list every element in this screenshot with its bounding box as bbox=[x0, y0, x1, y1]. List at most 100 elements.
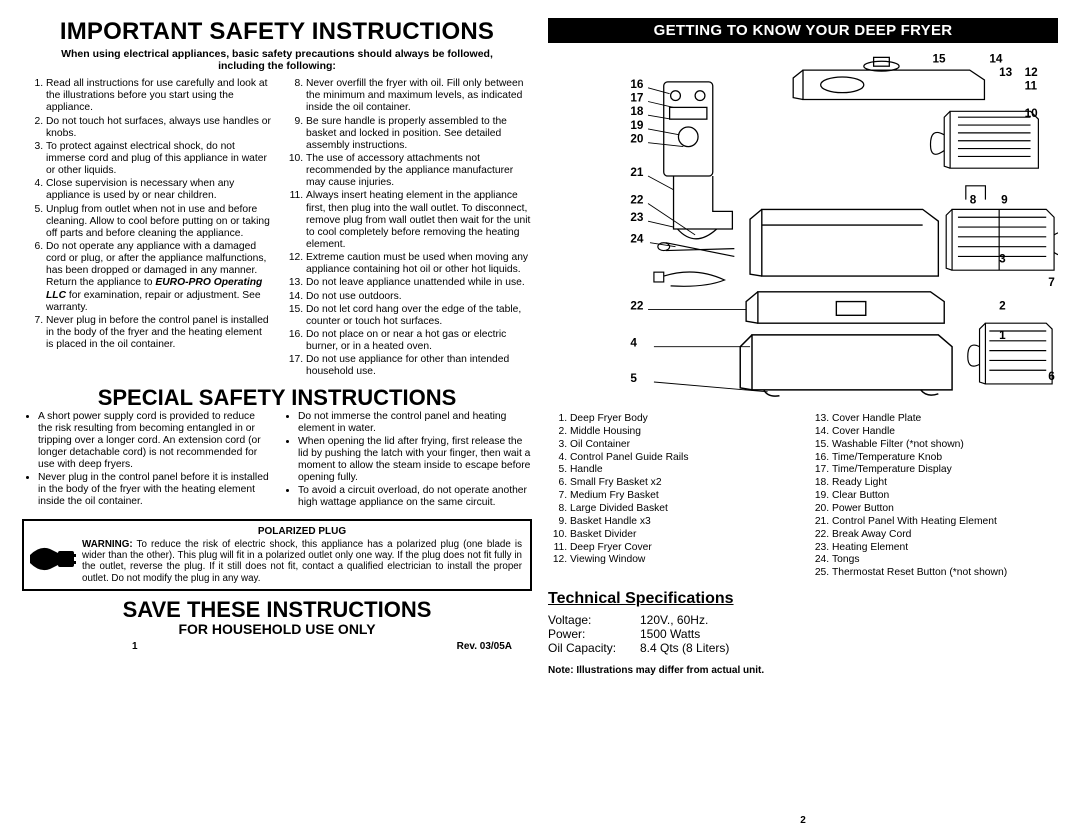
list-item: Do not operate any appliance with a dama… bbox=[46, 241, 272, 314]
page-number-1: 1 bbox=[22, 641, 277, 652]
svg-text:18: 18 bbox=[630, 105, 644, 118]
svg-text:12: 12 bbox=[1025, 66, 1039, 79]
plug-warning-text: WARNING: To reduce the risk of electric … bbox=[82, 539, 522, 584]
list-item: Ready Light bbox=[832, 477, 1058, 490]
list-item: Do not immerse the control panel and hea… bbox=[298, 411, 532, 435]
svg-text:3: 3 bbox=[999, 252, 1006, 265]
list-item: Basket Divider bbox=[570, 529, 796, 542]
svg-text:7: 7 bbox=[1048, 276, 1055, 289]
list-item: Always insert heating element in the app… bbox=[306, 190, 532, 251]
list-item: Basket Handle x3 bbox=[570, 516, 796, 529]
list-item: Middle Housing bbox=[570, 426, 796, 439]
list-item: Never plug in before the control panel i… bbox=[46, 315, 272, 351]
svg-text:19: 19 bbox=[630, 119, 644, 132]
spec-row: Power:1500 Watts bbox=[548, 627, 1058, 641]
svg-text:10: 10 bbox=[1025, 107, 1039, 120]
parts-list-container: Deep Fryer BodyMiddle HousingOil Contain… bbox=[548, 413, 1058, 580]
special-instructions: A short power supply cord is provided to… bbox=[22, 411, 532, 511]
svg-text:11: 11 bbox=[1025, 80, 1038, 93]
heading-save-instructions: SAVE THESE INSTRUCTIONS bbox=[22, 597, 532, 623]
list-item: When opening the lid after frying, first… bbox=[298, 436, 532, 485]
list-item: To protect against electrical shock, do … bbox=[46, 141, 272, 177]
svg-text:16: 16 bbox=[630, 78, 644, 91]
list-item: Do not touch hot surfaces, always use ha… bbox=[46, 116, 272, 140]
left-page: IMPORTANT SAFETY INSTRUCTIONS When using… bbox=[22, 18, 532, 828]
svg-text:9: 9 bbox=[1001, 194, 1008, 207]
svg-text:4: 4 bbox=[630, 337, 637, 350]
svg-text:23: 23 bbox=[630, 211, 644, 224]
svg-text:15: 15 bbox=[932, 52, 946, 65]
list-item: Medium Fry Basket bbox=[570, 490, 796, 503]
list-item: To avoid a circuit overload, do not oper… bbox=[298, 485, 532, 509]
svg-text:24: 24 bbox=[630, 233, 644, 246]
list-item: The use of accessory attachments not rec… bbox=[306, 153, 532, 189]
list-item: Control Panel With Heating Element bbox=[832, 516, 1058, 529]
list-item: Do not use outdoors. bbox=[306, 291, 532, 303]
page-number-2: 2 bbox=[548, 815, 1058, 828]
list-item: Control Panel Guide Rails bbox=[570, 452, 796, 465]
list-item: Small Fry Basket x2 bbox=[570, 477, 796, 490]
list-item: Never plug in the control panel before i… bbox=[38, 472, 272, 508]
safety-instructions: Read all instructions for use carefully … bbox=[22, 78, 532, 379]
list-item: Never overfill the fryer with oil. Fill … bbox=[306, 78, 532, 114]
svg-text:8: 8 bbox=[970, 194, 977, 207]
list-item: Be sure handle is properly assembled to … bbox=[306, 116, 532, 152]
svg-text:2: 2 bbox=[999, 299, 1006, 312]
list-item: Time/Temperature Display bbox=[832, 464, 1058, 477]
list-item: Cover Handle Plate bbox=[832, 413, 1058, 426]
svg-text:17: 17 bbox=[630, 92, 644, 105]
list-item: Time/Temperature Knob bbox=[832, 452, 1058, 465]
list-item: Large Divided Basket bbox=[570, 503, 796, 516]
list-item: Tongs bbox=[832, 554, 1058, 567]
svg-text:22: 22 bbox=[630, 194, 644, 207]
right-page: GETTING TO KNOW YOUR DEEP FRYER bbox=[548, 18, 1058, 828]
polarized-plug-box: POLARIZED PLUG WARNING: To reduce the ri… bbox=[22, 519, 532, 591]
svg-text:20: 20 bbox=[630, 133, 644, 146]
list-item: Power Button bbox=[832, 503, 1058, 516]
plug-icon bbox=[28, 527, 76, 579]
svg-text:22: 22 bbox=[630, 299, 644, 312]
heading-tech-specs: Technical Specifications bbox=[548, 590, 1058, 608]
special-list-b: Do not immerse the control panel and hea… bbox=[282, 411, 532, 511]
list-item: Thermostat Reset Button (*not shown) bbox=[832, 567, 1058, 580]
heading-getting-to-know: GETTING TO KNOW YOUR DEEP FRYER bbox=[548, 18, 1058, 43]
list-item: Unplug from outlet when not in use and b… bbox=[46, 204, 272, 240]
list-item: Clear Button bbox=[832, 490, 1058, 503]
list-item: Cover Handle bbox=[832, 426, 1058, 439]
list-item: Do not leave appliance unattended while … bbox=[306, 277, 532, 289]
list-item: Viewing Window bbox=[570, 554, 796, 567]
parts-list-b: Cover Handle PlateCover HandleWashable F… bbox=[810, 413, 1058, 580]
svg-text:14: 14 bbox=[989, 52, 1003, 65]
plug-title: POLARIZED PLUG bbox=[82, 526, 522, 537]
list-item: Close supervision is necessary when any … bbox=[46, 178, 272, 202]
exploded-diagram: 1617181920212223242245151413121110893721… bbox=[548, 49, 1058, 409]
svg-text:21: 21 bbox=[630, 166, 644, 179]
list-item: Do not place on or near a hot gas or ele… bbox=[306, 329, 532, 353]
list-item: Deep Fryer Body bbox=[570, 413, 796, 426]
spec-row: Voltage:120V., 60Hz. bbox=[548, 613, 1058, 627]
left-footer: 1 Rev. 03/05A bbox=[22, 641, 532, 652]
safety-list-a: Read all instructions for use carefully … bbox=[22, 78, 272, 379]
list-item: Read all instructions for use carefully … bbox=[46, 78, 272, 114]
list-item: Do not use appliance for other than inte… bbox=[306, 354, 532, 378]
spec-table: Voltage:120V., 60Hz.Power:1500 WattsOil … bbox=[548, 613, 1058, 655]
list-item: Extreme caution must be used when moving… bbox=[306, 252, 532, 276]
safety-list-b: Never overfill the fryer with oil. Fill … bbox=[282, 78, 532, 379]
list-item: A short power supply cord is provided to… bbox=[38, 411, 272, 472]
svg-text:1: 1 bbox=[999, 329, 1006, 342]
list-item: Washable Filter (*not shown) bbox=[832, 439, 1058, 452]
heading-important-safety: IMPORTANT SAFETY INSTRUCTIONS bbox=[22, 18, 532, 46]
svg-text:13: 13 bbox=[999, 66, 1013, 79]
list-item: Oil Container bbox=[570, 439, 796, 452]
intro-text: When using electrical appliances, basic … bbox=[40, 48, 514, 72]
list-item: Break Away Cord bbox=[832, 529, 1058, 542]
heading-household-only: FOR HOUSEHOLD USE ONLY bbox=[22, 621, 532, 637]
spec-row: Oil Capacity:8.4 Qts (8 Liters) bbox=[548, 641, 1058, 655]
heading-special-safety: SPECIAL SAFETY INSTRUCTIONS bbox=[22, 385, 532, 411]
revision: Rev. 03/05A bbox=[277, 641, 532, 652]
list-item: Do not let cord hang over the edge of th… bbox=[306, 304, 532, 328]
svg-text:5: 5 bbox=[630, 372, 637, 385]
parts-list-a: Deep Fryer BodyMiddle HousingOil Contain… bbox=[548, 413, 796, 580]
special-list-a: A short power supply cord is provided to… bbox=[22, 411, 272, 511]
list-item: Deep Fryer Cover bbox=[570, 542, 796, 555]
